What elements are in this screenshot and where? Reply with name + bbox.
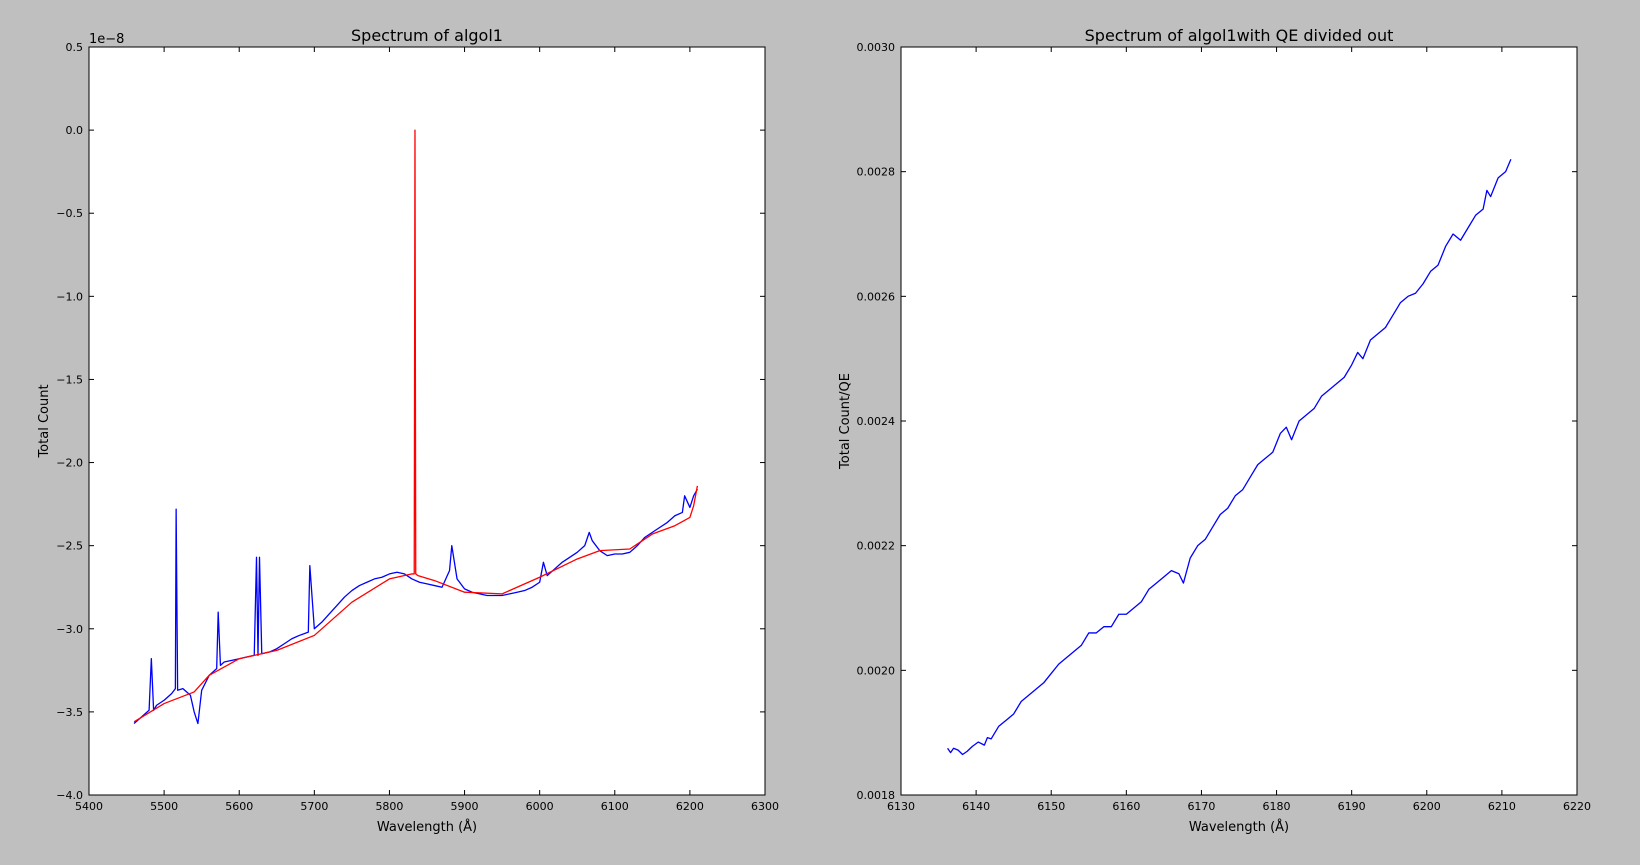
y-tick-label: 0.0030 bbox=[857, 41, 896, 54]
x-tick-label: 6300 bbox=[751, 800, 779, 813]
y-tick-label: −1.5 bbox=[56, 373, 83, 386]
y-tick-label: 0.0018 bbox=[857, 789, 896, 802]
y-tick-label: −1.0 bbox=[56, 290, 83, 303]
plot-area-right bbox=[901, 47, 1577, 795]
x-tick-label: 6190 bbox=[1338, 800, 1366, 813]
x-tick-label: 5600 bbox=[225, 800, 253, 813]
x-tick-labels-right: 6130 6140 6150 6160 6170 6180 6190 6200 6210 6220 bbox=[887, 800, 1591, 813]
y-tick-label: 0.0022 bbox=[857, 540, 896, 553]
x-tick-label: 5900 bbox=[451, 800, 479, 813]
x-tick-label: 6150 bbox=[1037, 800, 1065, 813]
x-tick-label: 5700 bbox=[300, 800, 328, 813]
y-tick-label: −0.5 bbox=[56, 207, 83, 220]
chart-right: 6130 6140 6150 6160 6170 6180 6190 6200 6210 6220… bbox=[838, 26, 1591, 835]
y-tick-label: 0.0024 bbox=[857, 415, 896, 428]
series-group-left bbox=[133, 129, 699, 725]
x-tick-label: 6140 bbox=[962, 800, 990, 813]
x-tick-label: 6180 bbox=[1263, 800, 1291, 813]
y-tick-label: 0.0020 bbox=[857, 664, 896, 677]
y-tick-label: 0.0026 bbox=[857, 290, 896, 303]
x-tick-label: 6220 bbox=[1563, 800, 1591, 813]
y-tick-labels-right: 0.0030 0.0028 0.0026 0.0024 0.0022 0.0020 0.00… bbox=[857, 41, 896, 802]
y-tick-label: −2.5 bbox=[56, 540, 83, 553]
x-tick-label: 6130 bbox=[887, 800, 915, 813]
series-line-blue bbox=[947, 158, 1512, 756]
chart-title-left: Spectrum of algol1 bbox=[351, 26, 503, 45]
y-offset-label-left: 1e−8 bbox=[89, 32, 124, 47]
chart-left: 5400 5500 5600 5700 5800 5900 6000 6100 6200 6300… bbox=[37, 26, 779, 835]
x-axis-label-left: Wavelength (Å) bbox=[377, 819, 477, 835]
y-tick-label: −2.0 bbox=[56, 457, 83, 470]
series-line-blue bbox=[133, 488, 698, 725]
chart-title-right: Spectrum of algol1with QE divided out bbox=[1085, 26, 1394, 45]
x-tick-label: 5400 bbox=[75, 800, 103, 813]
ticks-right bbox=[900, 46, 1578, 796]
y-tick-label: 0.0028 bbox=[857, 166, 896, 179]
x-tick-label: 6200 bbox=[1413, 800, 1441, 813]
plot-frame-right bbox=[900, 46, 1578, 796]
y-tick-label: 0.0 bbox=[66, 124, 84, 137]
x-tick-label: 6200 bbox=[676, 800, 704, 813]
series-group-right bbox=[947, 158, 1512, 756]
x-axis-label-right: Wavelength (Å) bbox=[1189, 819, 1289, 835]
x-tick-label: 6210 bbox=[1488, 800, 1516, 813]
plot-frame-left bbox=[88, 46, 766, 796]
x-tick-labels-left: 5400 5500 5600 5700 5800 5900 6000 6100 6200 6300 bbox=[75, 800, 779, 813]
x-tick-label: 5800 bbox=[375, 800, 403, 813]
x-tick-label: 6160 bbox=[1112, 800, 1140, 813]
y-tick-label: −3.0 bbox=[56, 623, 83, 636]
x-tick-label: 6000 bbox=[526, 800, 554, 813]
y-tick-label: −3.5 bbox=[56, 706, 83, 719]
y-tick-labels-left: 0.5 0.0 −0.5 −1.0 −1.5 −2.0 −2.5 −3.0 −3.5 −4.0 bbox=[56, 41, 83, 802]
x-tick-label: 6100 bbox=[601, 800, 629, 813]
x-tick-label: 6170 bbox=[1187, 800, 1215, 813]
series-line-red bbox=[133, 129, 699, 723]
y-axis-label-left: Total Count bbox=[37, 384, 52, 458]
x-tick-label: 5500 bbox=[150, 800, 178, 813]
y-axis-label-right: Total Count/QE bbox=[838, 373, 853, 470]
y-tick-label: −4.0 bbox=[56, 789, 83, 802]
plot-area-left bbox=[89, 47, 765, 795]
y-tick-label: 0.5 bbox=[66, 41, 84, 54]
